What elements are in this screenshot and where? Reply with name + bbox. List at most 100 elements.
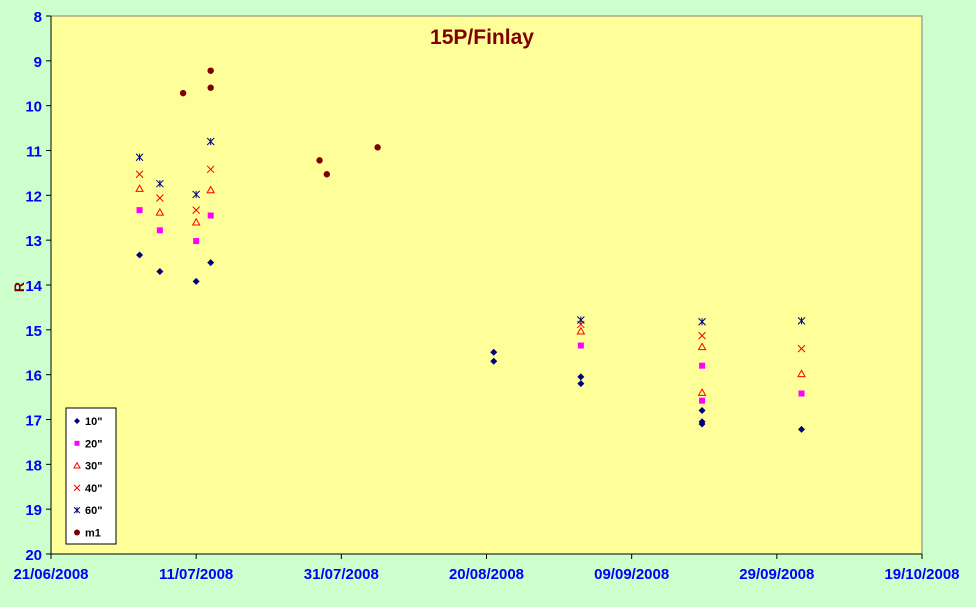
data-point: [179, 89, 187, 97]
series-4: [135, 137, 806, 326]
data-point: [577, 380, 585, 388]
y-tick-label: 15: [25, 323, 42, 340]
y-tick-label: 14: [25, 278, 42, 295]
data-point: [207, 212, 214, 219]
x-tick-label: 20/08/2008: [449, 566, 524, 583]
series-0: [136, 251, 806, 433]
data-point: [156, 268, 164, 276]
legend-marker: [73, 484, 81, 492]
data-point: [136, 251, 144, 259]
data-point: [192, 190, 201, 199]
legend-label: 60": [85, 505, 102, 517]
legend-label: 20": [85, 438, 102, 450]
data-point: [192, 277, 200, 285]
data-point: [699, 397, 706, 404]
data-point: [191, 217, 201, 226]
y-tick-label: 16: [25, 368, 42, 385]
x-stroke: [156, 194, 164, 202]
data-point: [798, 425, 806, 433]
data-point: [697, 388, 707, 396]
x-tick-label: 11/07/2008: [159, 566, 233, 583]
data-point: [490, 357, 498, 365]
data-point: [316, 157, 323, 164]
legend: 10" 20" 30" 40" 60" m1: [65, 407, 117, 545]
x-tick-label: 31/07/2008: [304, 566, 379, 583]
y-tick-label: 20: [25, 547, 42, 564]
legend-label: 30": [85, 461, 102, 473]
series-1: [136, 207, 805, 404]
data-point: [207, 67, 214, 74]
data-point: [698, 331, 706, 340]
data-point: [206, 137, 215, 146]
data-point: [156, 194, 164, 202]
y-tick-label: 11: [26, 144, 42, 161]
x-stroke: [192, 206, 201, 214]
x-tick-label: 21/06/2008: [13, 566, 88, 583]
data-point: [698, 420, 706, 428]
data-point: [135, 184, 144, 192]
data-point: [193, 238, 200, 245]
data-point: [156, 227, 163, 234]
data-point: [699, 362, 706, 369]
series-3: [135, 165, 806, 353]
x-stroke: [73, 484, 81, 492]
legend-marker: [73, 461, 81, 469]
data-point: [490, 348, 498, 356]
x-stroke: [797, 344, 806, 353]
data-point: [577, 342, 584, 349]
x-tick-label: 09/09/2008: [594, 566, 669, 583]
y-tick-label: 8: [34, 9, 42, 26]
chart-title: 15P/Finlay: [430, 26, 534, 49]
data-point: [206, 185, 216, 194]
legend-label: 40": [85, 483, 102, 495]
y-axis: 8 9 10 11 12 13 14 15 16 17 18 19 20: [25, 9, 52, 564]
data-point: [323, 171, 331, 178]
x-stroke: [206, 165, 215, 174]
legend-label: 10": [85, 416, 102, 428]
data-point: [207, 259, 215, 267]
data-point: [698, 317, 706, 326]
data-point: [206, 165, 215, 174]
data-point: [797, 369, 806, 378]
data-point: [135, 170, 144, 179]
series-2: [135, 184, 806, 396]
legend-marker: [74, 418, 80, 424]
legend-marker: [74, 529, 80, 536]
series-layer: [135, 67, 806, 433]
data-point: [155, 207, 165, 216]
data-point: [192, 206, 201, 214]
data-point: [577, 373, 585, 381]
x-tick-label: 29/09/2008: [739, 566, 814, 583]
legend-marker: [74, 440, 80, 446]
data-point: [576, 326, 586, 335]
data-point: [207, 84, 214, 91]
data-point: [698, 407, 706, 415]
y-axis-label: R: [11, 282, 27, 292]
data-point: [798, 390, 805, 397]
data-point: [797, 317, 806, 325]
y-tick-label: 9: [34, 54, 42, 71]
data-point: [577, 316, 585, 324]
data-point: [697, 342, 707, 351]
data-point: [374, 144, 381, 151]
legend-box: [65, 407, 117, 545]
series-5: [179, 67, 381, 178]
y-tick-label: 13: [25, 233, 42, 250]
x-axis: 21/06/2008 11/07/2008 31/07/2008 20/08/2008…: [13, 553, 960, 583]
data-point: [797, 344, 806, 353]
y-tick-label: 10: [25, 99, 42, 116]
data-point: [135, 153, 144, 162]
y-tick-label: 12: [25, 188, 42, 205]
legend-marker: [73, 506, 81, 514]
x-stroke: [698, 331, 706, 340]
y-tick-label: 18: [25, 457, 42, 474]
legend-label: m1: [85, 528, 101, 540]
y-tick-label: 19: [25, 502, 42, 519]
plot-area: [50, 15, 923, 555]
y-tick-label: 17: [25, 413, 42, 430]
data-point: [136, 207, 143, 214]
data-point: [156, 179, 164, 188]
x-stroke: [135, 170, 144, 179]
